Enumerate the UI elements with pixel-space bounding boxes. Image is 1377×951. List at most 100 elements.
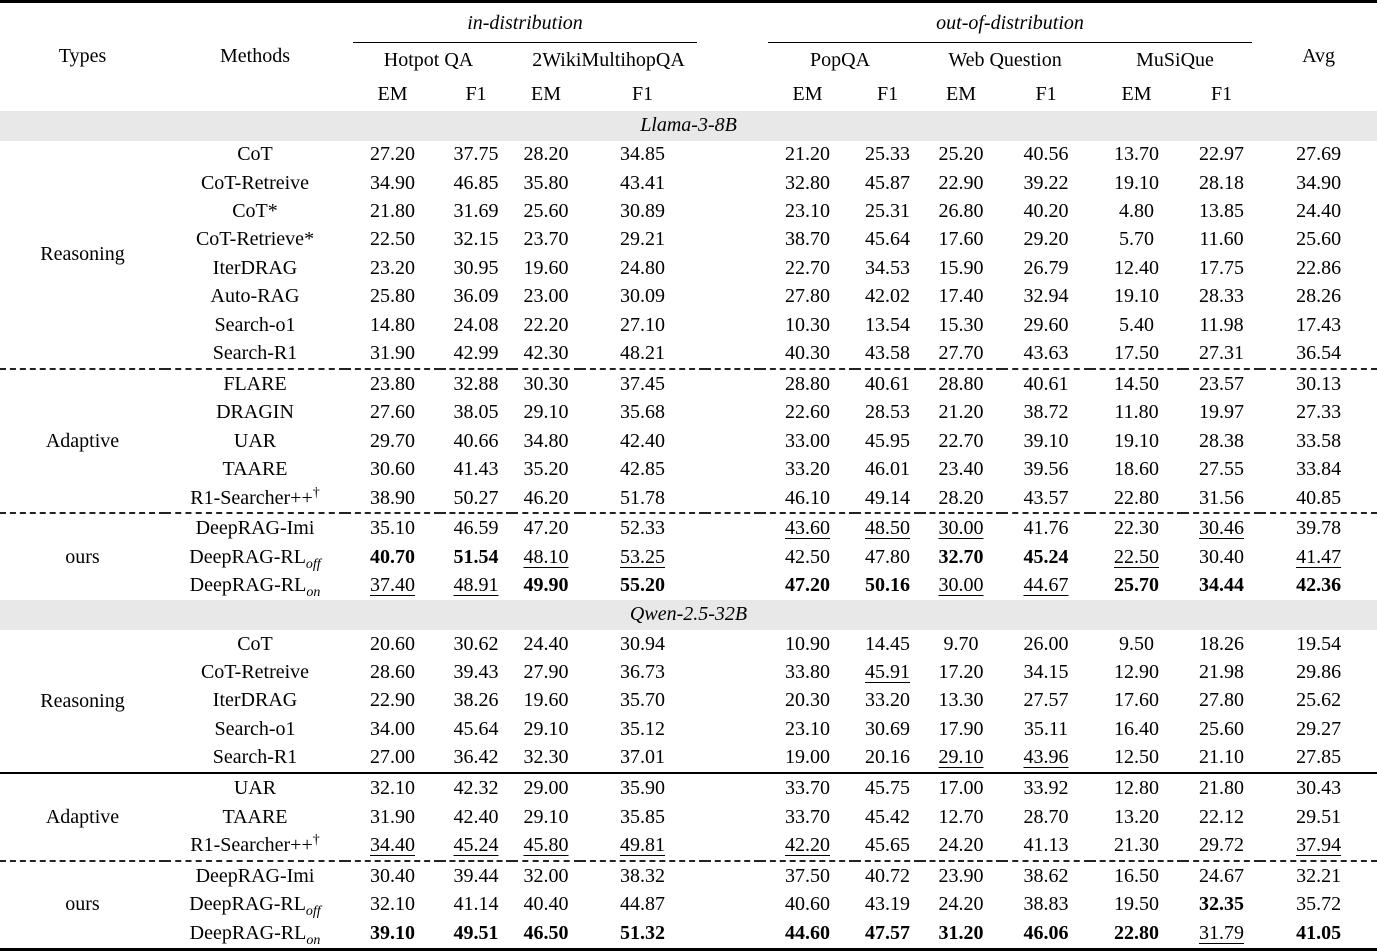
cell-2wiki-em: 29.00 (512, 772, 580, 803)
cell-2wiki-em: 47.20 (512, 512, 580, 544)
cell-popqa-f1: 49.14 (865, 486, 911, 509)
table-body: Llama-3-8B Reasoning CoT 27.20 37.75 28.20 34.… (0, 110, 1377, 950)
cell-2wiki-em: 35.80 (523, 171, 569, 194)
method-cell: R1-Searcher++† (190, 485, 320, 509)
cell-2wiki-f1: 29.21 (620, 228, 665, 251)
cell-hotpotqa-em: 23.80 (345, 367, 440, 399)
method-cell: CoT-Retreive (200, 661, 310, 684)
column-header-types: Types (58, 45, 107, 68)
metric-header-f1: F1 (465, 82, 487, 105)
cell-avg: 28.26 (1296, 285, 1342, 308)
type-cell: ours (0, 859, 165, 950)
cell-hotpotqa-f1: 39.44 (440, 859, 512, 891)
cell-hotpotqa-f1: 49.51 (453, 921, 499, 944)
cell-popqa-f1: 43.19 (865, 893, 911, 916)
cell-webq-f1: 33.92 (1002, 772, 1091, 803)
cell-hotpotqa-em: 32.10 (345, 772, 440, 803)
cell-avg: 33.84 (1296, 458, 1342, 481)
cell-popqa-em: 23.10 (785, 717, 831, 740)
cell-popqa-em: 44.60 (785, 921, 831, 944)
cell-musique-em: 11.80 (1114, 401, 1159, 424)
cell-2wiki-em: 29.10 (523, 805, 569, 828)
cell-hotpotqa-f1: 39.43 (453, 661, 499, 684)
cell-webq-em: 31.20 (938, 921, 984, 944)
cell-popqa-f1: 28.53 (865, 401, 911, 424)
method-cell: DRAGIN (216, 401, 294, 424)
cell-popqa-em: 28.80 (760, 367, 856, 399)
cell-musique-f1: 31.56 (1199, 486, 1245, 509)
cell-hotpotqa-f1: 51.54 (453, 545, 499, 568)
cell-2wiki-em: 40.40 (523, 893, 569, 916)
cell-2wiki-f1: 35.12 (620, 717, 665, 740)
cell-popqa-em: 47.20 (785, 574, 831, 597)
cell-hotpotqa-f1: 46.59 (440, 512, 512, 544)
table-row: CoT-Retrieve* 22.50 32.15 23.70 29.21 38.70 45… (0, 226, 1377, 254)
cell-musique-f1: 11.60 (1199, 228, 1244, 251)
cell-webq-em: 28.80 (920, 367, 1003, 399)
method-cell: UAR (165, 772, 345, 803)
cell-popqa-f1: 47.80 (865, 545, 911, 568)
cell-musique-em: 19.50 (1114, 893, 1160, 916)
cell-popqa-em: 33.00 (785, 429, 831, 452)
dataset-header-row: Hotpot QA 2WikiMultihopQA PopQA Web Ques… (0, 44, 1377, 78)
cell-popqa-f1: 14.45 (865, 632, 911, 655)
cell-musique-f1: 30.40 (1199, 545, 1245, 568)
metric-header-f1: F1 (1210, 82, 1233, 105)
cell-hotpotqa-f1: 32.15 (453, 228, 499, 251)
cell-webq-f1: 26.00 (1023, 632, 1069, 655)
column-gap (705, 572, 760, 600)
method-cell: DeepRAG-RLoff (189, 893, 321, 920)
cell-avg: 22.86 (1296, 256, 1342, 279)
cell-webq-f1: 41.76 (1002, 512, 1091, 544)
cell-popqa-f1: 42.02 (865, 285, 911, 308)
table-row: CoT* 21.80 31.69 25.60 30.89 23.10 25.31 26.80 4… (0, 197, 1377, 225)
cell-musique-f1: 32.35 (1199, 893, 1245, 916)
cell-avg: 37.94 (1296, 834, 1342, 857)
cell-popqa-em: 40.30 (785, 342, 831, 365)
cell-hotpotqa-f1: 45.24 (453, 834, 499, 857)
cell-musique-em: 18.60 (1114, 458, 1160, 481)
cell-webq-f1: 41.13 (1023, 834, 1069, 857)
column-gap (705, 455, 760, 483)
cell-musique-em: 21.30 (1114, 834, 1160, 857)
cell-2wiki-em: 28.20 (523, 143, 569, 166)
metric-header-em: EM (792, 82, 823, 105)
cell-hotpotqa-em: 14.80 (370, 313, 415, 336)
cell-popqa-em: 38.70 (785, 228, 831, 251)
cell-avg: 30.43 (1260, 772, 1377, 803)
cell-2wiki-em: 19.60 (523, 256, 569, 279)
cell-avg: 42.36 (1296, 574, 1342, 597)
cell-webq-em: 15.90 (938, 256, 984, 279)
cell-hotpotqa-f1: 31.69 (453, 200, 499, 223)
cell-popqa-em: 46.10 (785, 486, 831, 509)
cell-hotpotqa-em: 32.10 (370, 893, 415, 916)
cell-2wiki-em: 19.60 (523, 689, 569, 712)
cell-webq-f1: 38.83 (1023, 893, 1069, 916)
cell-2wiki-em: 32.30 (523, 746, 569, 769)
cell-popqa-em: 33.70 (760, 772, 856, 803)
cell-webq-f1: 27.57 (1023, 689, 1069, 712)
cell-hotpotqa-f1: 38.26 (453, 689, 499, 712)
table-row: DeepRAG-RLoff 40.70 51.54 48.10 53.25 42.50 47… (0, 543, 1377, 572)
cell-popqa-em: 37.50 (760, 859, 856, 891)
cell-popqa-f1: 25.31 (865, 200, 911, 223)
cell-popqa-em: 22.60 (785, 401, 831, 424)
cell-popqa-em: 42.20 (785, 834, 831, 857)
cell-2wiki-f1: 51.78 (620, 486, 665, 509)
cell-2wiki-f1: 42.85 (620, 458, 665, 481)
column-gap (705, 543, 760, 571)
method-cell: IterDRAG (212, 689, 298, 712)
cell-popqa-em: 40.60 (785, 893, 831, 916)
cell-popqa-em: 10.30 (785, 313, 831, 336)
cell-avg: 29.86 (1296, 661, 1342, 684)
cell-musique-f1: 29.72 (1199, 834, 1245, 857)
column-gap (705, 427, 760, 455)
cell-2wiki-em: 46.20 (523, 486, 569, 509)
model-section-label: Llama-3-8B (0, 110, 1377, 141)
table-row: DeepRAG-RLoff 32.10 41.14 40.40 44.87 40.60 43… (0, 891, 1377, 919)
table-row: Reasoning CoT 27.20 37.75 28.20 34.85 21.20 25.… (0, 141, 1377, 265)
cell-2wiki-f1: 36.73 (620, 661, 665, 684)
metric-header-row: EM F1 EM F1 EM F1 EM F1 EM F1 (0, 78, 1377, 111)
dataset-header-hotpotqa: Hotpot QA (383, 49, 474, 71)
